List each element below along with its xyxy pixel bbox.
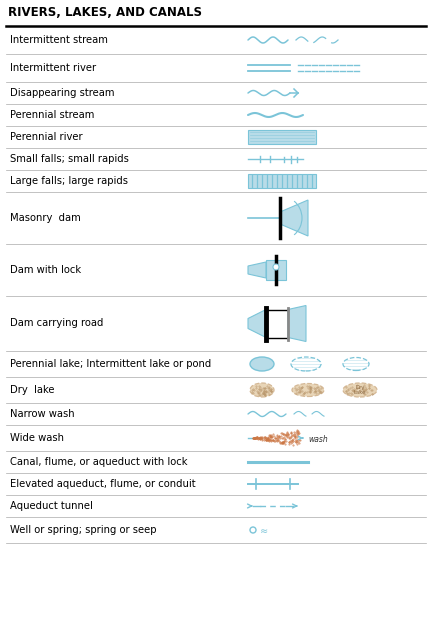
Text: Large falls; large rapids: Large falls; large rapids bbox=[10, 176, 128, 186]
Ellipse shape bbox=[250, 383, 274, 397]
Ellipse shape bbox=[291, 357, 321, 371]
Circle shape bbox=[273, 264, 279, 270]
Text: Small falls; small rapids: Small falls; small rapids bbox=[10, 154, 129, 164]
Text: Dam with lock: Dam with lock bbox=[10, 265, 81, 275]
Polygon shape bbox=[248, 262, 266, 278]
Text: Dry
Lake: Dry Lake bbox=[354, 385, 366, 395]
Text: Perennial lake; Intermittent lake or pond: Perennial lake; Intermittent lake or pon… bbox=[10, 359, 211, 369]
Text: RIVERS, LAKES, AND CANALS: RIVERS, LAKES, AND CANALS bbox=[8, 6, 202, 19]
Polygon shape bbox=[288, 306, 306, 341]
Text: Narrow wash: Narrow wash bbox=[10, 409, 75, 419]
Polygon shape bbox=[248, 309, 266, 338]
Text: Well or spring; spring or seep: Well or spring; spring or seep bbox=[10, 525, 156, 535]
Ellipse shape bbox=[343, 357, 369, 371]
Text: Masonry  dam: Masonry dam bbox=[10, 213, 81, 223]
Text: Intermittent river: Intermittent river bbox=[10, 63, 96, 73]
FancyBboxPatch shape bbox=[248, 130, 316, 144]
Text: Aqueduct tunnel: Aqueduct tunnel bbox=[10, 501, 93, 511]
Text: Perennial river: Perennial river bbox=[10, 132, 83, 142]
Text: $\approx$: $\approx$ bbox=[258, 525, 270, 535]
Text: Disappearing stream: Disappearing stream bbox=[10, 88, 114, 98]
Ellipse shape bbox=[292, 383, 324, 396]
FancyBboxPatch shape bbox=[266, 260, 286, 280]
Text: Elevated aqueduct, flume, or conduit: Elevated aqueduct, flume, or conduit bbox=[10, 479, 196, 489]
FancyBboxPatch shape bbox=[248, 174, 316, 188]
Polygon shape bbox=[280, 200, 308, 236]
Ellipse shape bbox=[343, 383, 377, 397]
Ellipse shape bbox=[250, 357, 274, 371]
Text: Dry  lake: Dry lake bbox=[10, 385, 54, 395]
Text: wash: wash bbox=[308, 434, 328, 443]
Text: Dam carrying road: Dam carrying road bbox=[10, 318, 103, 329]
Text: Intermittent stream: Intermittent stream bbox=[10, 35, 108, 45]
Text: Canal, flume, or aqueduct with lock: Canal, flume, or aqueduct with lock bbox=[10, 457, 187, 467]
Text: Wide wash: Wide wash bbox=[10, 433, 64, 443]
Circle shape bbox=[250, 527, 256, 533]
Text: Perennial stream: Perennial stream bbox=[10, 110, 94, 120]
